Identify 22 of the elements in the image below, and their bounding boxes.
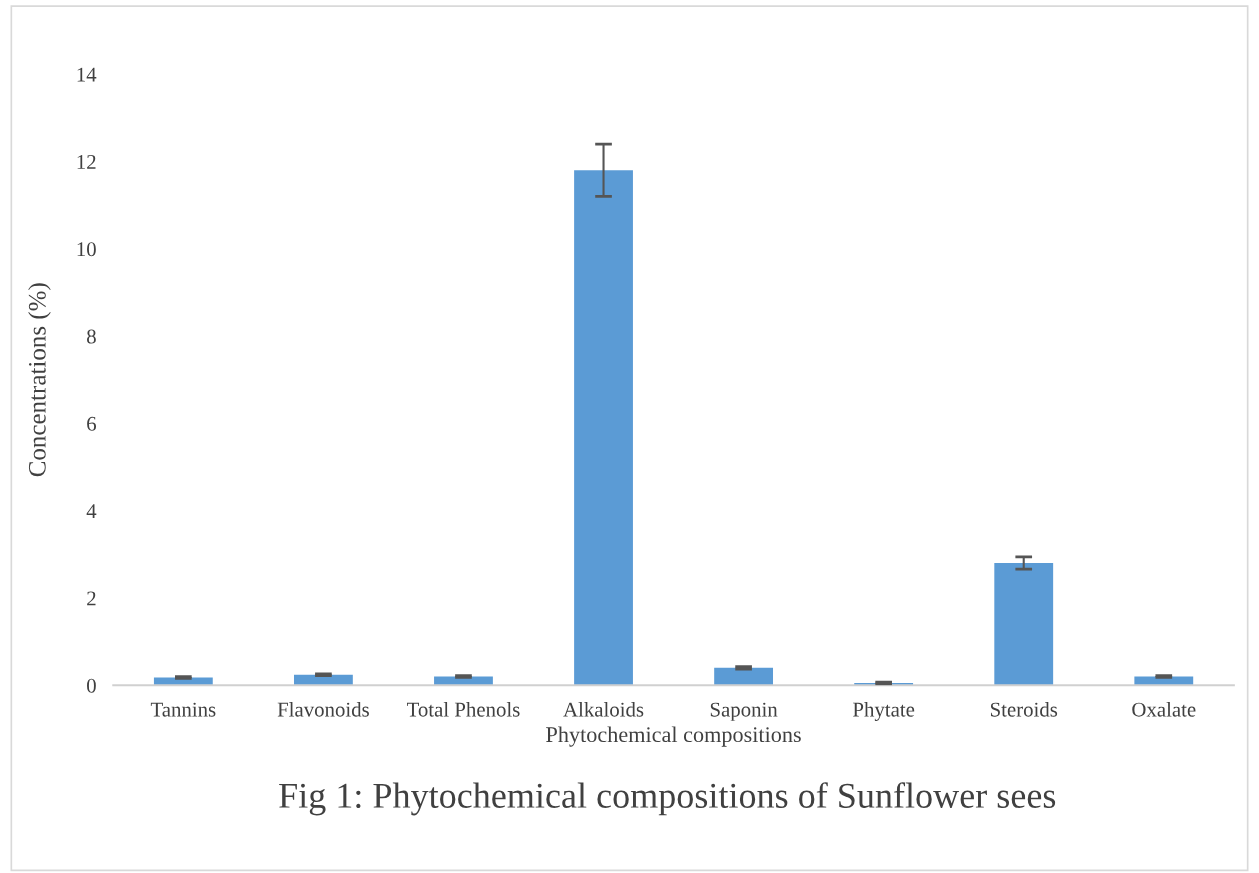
y-tick-label: 6	[87, 416, 97, 431]
x-tick-label: Steroids	[990, 701, 1058, 717]
x-tick-label: Tannins	[150, 702, 216, 717]
y-tick-label: 2	[87, 591, 96, 606]
y-tick-label: 8	[87, 329, 96, 344]
y-tick-label: 12	[77, 154, 96, 169]
x-tick-label: Saponin	[710, 702, 778, 721]
x-axis-title: Phytochemical compositions	[546, 726, 801, 747]
y-tick-label: 10	[77, 242, 96, 257]
text: Fig 1: Phytochemical compositions of Sunflower sees	[279, 782, 1056, 816]
y-tick-label: 14	[77, 67, 97, 82]
bar	[574, 170, 633, 686]
x-tick-label: Total Phenols	[407, 701, 520, 717]
bar	[994, 563, 1054, 686]
bar	[714, 667, 774, 686]
x-tick-label: Alkaloids	[563, 701, 644, 717]
y-tick-label: 4	[86, 504, 97, 518]
x-tick-label: Phytate	[853, 701, 915, 721]
x-tick-label: Oxalate	[1132, 701, 1196, 717]
y-tick-label: 0	[87, 678, 96, 693]
y-axis-title: Concentrations (%)	[28, 283, 51, 477]
x-tick-label: Flavonoids	[277, 701, 369, 717]
